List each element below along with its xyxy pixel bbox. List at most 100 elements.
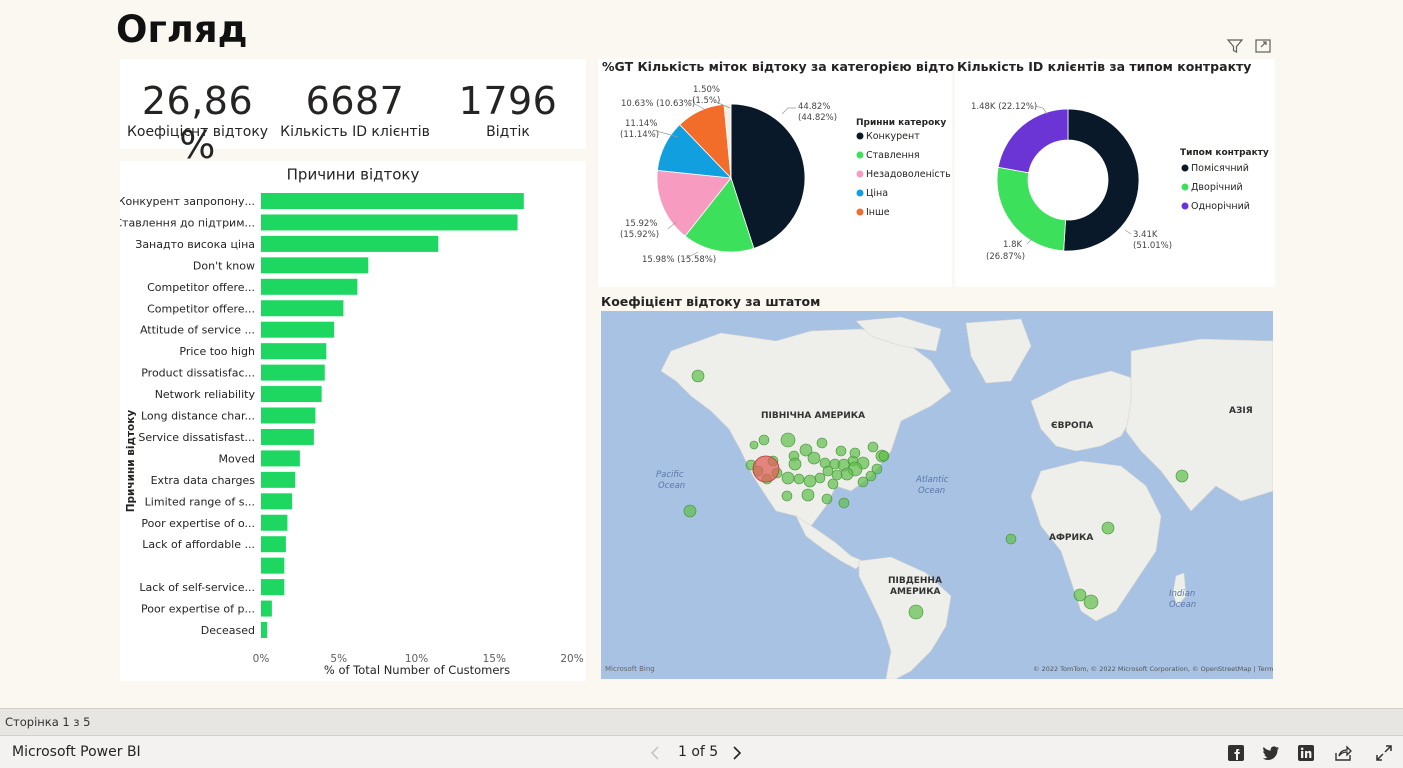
map-bubble[interactable] [908, 604, 924, 620]
map-bubble[interactable] [801, 488, 815, 502]
bar[interactable] [261, 600, 272, 617]
map-bubble[interactable] [835, 445, 847, 457]
pie-legend-item[interactable]: Ставлення [866, 150, 920, 161]
bar-category-label: Extra data charges [151, 474, 256, 487]
pie-chart-title: %GT Кількість міток відтоку за категоріє… [602, 59, 971, 74]
map-bubble[interactable] [691, 369, 705, 383]
bar[interactable] [261, 214, 518, 231]
bar[interactable] [261, 622, 268, 638]
bar[interactable] [261, 514, 288, 531]
filter-icon[interactable] [1225, 37, 1245, 55]
map-bubble[interactable] [780, 432, 796, 448]
next-page-chevron-right-icon[interactable] [730, 745, 744, 761]
pie-slice[interactable] [656, 169, 732, 237]
donut-slice[interactable] [1063, 108, 1140, 252]
map-bubble[interactable] [827, 478, 839, 490]
donut-legend-item[interactable]: Дворічний [1191, 182, 1243, 193]
bar-category-label: Competitor offere... [147, 302, 255, 315]
bar[interactable] [261, 278, 358, 295]
churn-map[interactable]: ПІВНІЧНА АМЕРИКА ЄВРОПА АЗІЯ АФРИКА ПІВД… [601, 311, 1273, 679]
map-label-indian-1: Indian [1169, 589, 1195, 599]
map-bubble[interactable] [749, 440, 759, 450]
map-bubble[interactable] [838, 497, 850, 509]
power-bi-brand[interactable]: Microsoft Power BI [12, 744, 141, 760]
pie-label-dissatisfaction-2: (15.92%) [620, 230, 659, 240]
map-bubble[interactable] [865, 470, 877, 482]
map-bubble[interactable] [816, 437, 828, 449]
bar[interactable] [261, 386, 322, 403]
bar[interactable] [261, 579, 285, 596]
map-bubble[interactable] [781, 490, 793, 502]
bar[interactable] [261, 235, 439, 252]
contract-type-donut-card: Кількість ID клієнтів за типом контракту… [955, 59, 1275, 287]
donut-legend-item[interactable]: Помісячний [1191, 163, 1249, 174]
pie-slice[interactable] [730, 103, 806, 249]
bar[interactable] [261, 536, 286, 553]
map-bubble[interactable] [878, 450, 890, 462]
map-bubble[interactable] [758, 434, 770, 446]
map-bubble-high-churn[interactable] [752, 455, 780, 483]
map-bubble[interactable] [831, 469, 843, 481]
bar[interactable] [261, 193, 524, 209]
prev-page-chevron-left-icon[interactable] [648, 745, 662, 761]
bar[interactable] [261, 493, 293, 510]
pie-legend-item[interactable]: Інше [866, 207, 890, 218]
pie-legend-marker [856, 208, 864, 216]
bar-chart-x-axis-label: % of Total Number of Customers [324, 663, 510, 677]
map-bubble[interactable] [857, 476, 869, 488]
map-bubble[interactable] [1073, 588, 1087, 602]
pie-slice[interactable] [723, 103, 732, 179]
map-bubble[interactable] [814, 472, 826, 484]
map-bubble[interactable] [799, 443, 813, 457]
bar[interactable] [261, 343, 327, 360]
bar-category-label: Long distance char... [141, 410, 255, 423]
pie-legend-item[interactable]: Конкурент [866, 131, 920, 142]
map-bubble[interactable] [788, 457, 802, 471]
map-label-atlantic-1: Atlantic [915, 475, 949, 485]
facebook-icon[interactable] [1227, 744, 1245, 762]
map-label-pacific-2: Ocean [658, 481, 685, 491]
share-icon[interactable] [1334, 744, 1352, 762]
map-bubble[interactable] [1083, 594, 1099, 610]
donut-slice[interactable] [997, 108, 1069, 174]
map-bubble[interactable] [683, 504, 697, 518]
map-attribution[interactable]: © 2022 TomTom, © 2022 Microsoft Corporat… [1033, 665, 1273, 673]
footer-bar: Microsoft Power BI 1 of 5 [0, 735, 1403, 768]
donut-legend-item[interactable]: Однорічний [1191, 201, 1250, 212]
map-bubble[interactable] [871, 463, 883, 475]
bar[interactable] [261, 557, 285, 574]
donut-slice[interactable] [996, 166, 1066, 252]
bar[interactable] [261, 300, 344, 317]
bar[interactable] [261, 364, 325, 381]
churn-reasons-chart: Причини відтоку Причини відтоку % of Tot… [114, 166, 583, 678]
map-bubble[interactable] [1005, 533, 1017, 545]
linkedin-icon[interactable] [1297, 744, 1315, 762]
focus-mode-icon[interactable] [1253, 37, 1273, 55]
bar[interactable] [261, 407, 316, 424]
fullscreen-icon[interactable] [1375, 744, 1393, 762]
map-bubble[interactable] [803, 474, 817, 488]
pie-legend-item[interactable]: Ціна [866, 188, 888, 199]
bar[interactable] [261, 471, 296, 488]
map-bubble[interactable] [840, 467, 854, 481]
map-bubble[interactable] [822, 465, 834, 477]
map-bubble[interactable] [1101, 521, 1115, 535]
map-bubble[interactable] [781, 471, 795, 485]
bar[interactable] [261, 428, 314, 445]
pie-legend-marker [856, 132, 864, 140]
bar[interactable] [261, 257, 369, 274]
twitter-icon[interactable] [1262, 744, 1280, 762]
pie-label-price-1: 11.14% [625, 119, 657, 129]
pie-legend-item[interactable]: Незадоволеність [866, 169, 951, 180]
bar[interactable] [261, 450, 300, 467]
map-bubble[interactable] [1175, 469, 1189, 483]
map-bubble[interactable] [793, 473, 805, 485]
churn-category-pie-chart: 44.82% (44.82%) 15.98% (15.58%) 15.92% (… [620, 85, 951, 265]
map-bubble[interactable] [821, 493, 833, 505]
map-bubble[interactable] [867, 441, 879, 453]
map-bubble[interactable] [807, 451, 821, 465]
bar[interactable] [261, 321, 335, 338]
pie-slice[interactable] [684, 177, 755, 253]
map-label-pacific-1: Pacific [656, 470, 684, 480]
map-bubble[interactable] [849, 447, 861, 459]
